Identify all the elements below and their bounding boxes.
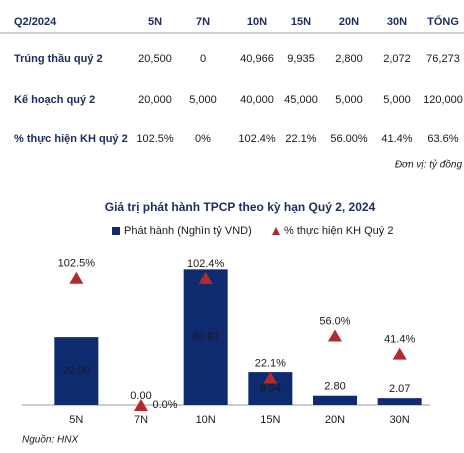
table-header: 7N xyxy=(196,16,210,28)
table-cell: 5,000 xyxy=(189,94,217,106)
x-tick-label: 20N xyxy=(325,414,345,426)
table-cell: 120,000 xyxy=(423,94,463,106)
bar xyxy=(313,395,357,405)
table-cell: 20,500 xyxy=(138,53,172,65)
table-header: TỔNG xyxy=(427,15,459,28)
table-cell: 45,000 xyxy=(284,94,318,106)
table-header: 30N xyxy=(387,16,407,28)
table-cell: 56.00% xyxy=(330,133,368,145)
chart-title: Giá trị phát hành TPCP theo kỳ hạn Quý 2… xyxy=(105,200,376,214)
table-cell: 22.1% xyxy=(285,133,316,145)
row-label: Kế hoạch quý 2 xyxy=(14,94,95,106)
table-header: 10N xyxy=(247,16,267,28)
x-tick-label: 30N xyxy=(390,414,410,426)
table-cell: 40,966 xyxy=(240,53,274,65)
bar xyxy=(183,269,228,405)
bar-value-label: 40.97 xyxy=(192,331,220,343)
triangle-marker xyxy=(134,399,148,411)
table-cell: 20,000 xyxy=(138,94,172,106)
table-header: 5N xyxy=(148,16,162,28)
legend-label: Phát hành (Nghìn tỷ VND) xyxy=(124,225,252,237)
table-cell: 102.4% xyxy=(238,133,276,145)
table-cell: 5,000 xyxy=(335,94,363,106)
bar xyxy=(54,337,99,405)
bar-value-label: 20.50 xyxy=(63,365,91,377)
x-tick-label: 5N xyxy=(69,414,83,426)
bar-value-label: 9.94 xyxy=(260,382,281,394)
marker-value-label: 22.1% xyxy=(255,357,286,369)
table-cell: 102.5% xyxy=(136,133,174,145)
legend-swatch xyxy=(272,227,280,235)
bar xyxy=(377,398,422,405)
table-cell: 63.6% xyxy=(427,133,458,145)
unit-note: Đơn vị: tỷ đồng xyxy=(395,159,463,171)
legend-label: % thực hiện KH Quý 2 xyxy=(284,225,393,237)
table-cell: 5,000 xyxy=(383,94,411,106)
table-cell: 0% xyxy=(195,133,211,145)
bar-value-label: 2.80 xyxy=(324,381,345,393)
marker-value-label: 41.4% xyxy=(384,334,415,346)
bar-value-label: 0.00 xyxy=(130,390,151,402)
row-label: Trúng thầu quý 2 xyxy=(14,53,103,65)
marker-value-label: 102.4% xyxy=(187,258,225,270)
marker-value-label: 102.5% xyxy=(58,258,96,270)
source: Nguồn: HNX xyxy=(22,434,78,446)
bar-value-label: 2.07 xyxy=(389,383,410,395)
x-tick-label: 15N xyxy=(260,414,280,426)
row-label: % thực hiện KH quý 2 xyxy=(14,133,128,145)
table-cell: 2,072 xyxy=(383,53,411,65)
marker-value-label: 56.0% xyxy=(319,315,350,327)
triangle-marker xyxy=(328,329,342,342)
legend-swatch xyxy=(112,227,120,235)
x-tick-label: 7N xyxy=(134,414,148,426)
table-cell: 0 xyxy=(200,53,206,65)
triangle-marker xyxy=(263,371,278,384)
x-tick-label: 10N xyxy=(196,414,216,426)
table-header: 20N xyxy=(339,16,359,28)
table-cell: 40,000 xyxy=(240,94,274,106)
marker-value-label: 0.0% xyxy=(152,399,177,411)
triangle-marker xyxy=(69,271,84,284)
table-cell: 2,800 xyxy=(335,53,363,65)
table-cell: 9,935 xyxy=(287,53,315,65)
triangle-marker xyxy=(198,271,213,284)
table-header: Q2/2024 xyxy=(14,16,57,28)
table-header: 15N xyxy=(291,16,311,28)
table-cell: 76,273 xyxy=(426,53,460,65)
triangle-marker xyxy=(392,347,407,360)
table-cell: 41.4% xyxy=(381,133,412,145)
